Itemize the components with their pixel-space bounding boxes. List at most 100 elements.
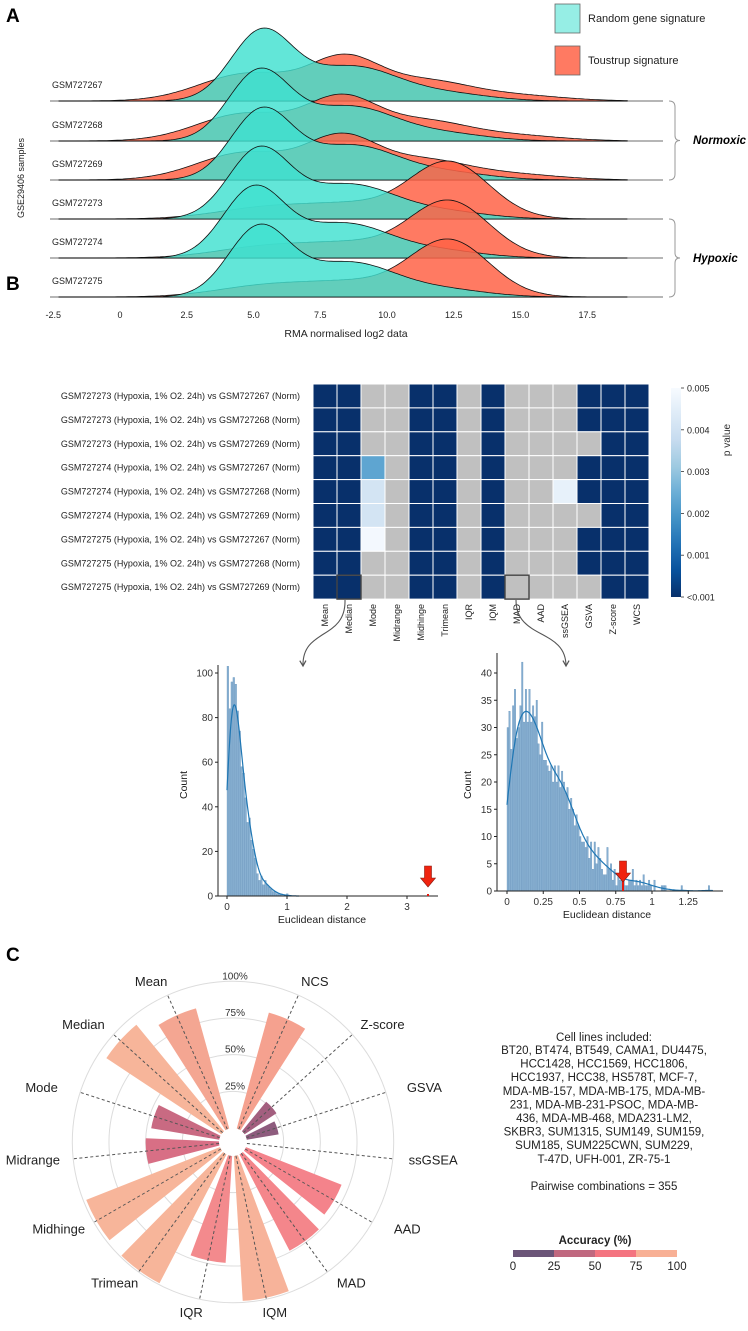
heatmap-cell (480, 383, 506, 409)
y-tick-label: 25 (481, 750, 493, 761)
heatmap-cell (456, 479, 482, 505)
legend-tick-label: 75 (630, 1261, 643, 1273)
histogram-bar (546, 765, 549, 892)
heatmap-column-label: Mode (368, 604, 378, 627)
histogram-bar (528, 689, 531, 892)
polar-bar-mode (151, 1104, 221, 1140)
histogram-bar (246, 822, 249, 897)
x-tick-label: 1 (649, 897, 655, 908)
category-label: Midrange (6, 1152, 60, 1167)
heatmap-cell (312, 550, 338, 576)
x-tick-label: 0 (224, 902, 230, 913)
polar-bar-z-score (241, 1101, 277, 1135)
histogram-bar (604, 874, 607, 892)
histogram-bar (626, 885, 629, 892)
heatmap-row-label: GSM727275 (Hypoxia, 1% O2. 24h) vs GSM72… (61, 558, 300, 568)
heatmap-column-label: IQM (488, 604, 498, 621)
heatmap-cell (624, 407, 650, 433)
x-tick-label: 0.25 (534, 897, 554, 908)
y-tick-label: 40 (481, 669, 493, 680)
histogram-bar (238, 730, 241, 897)
y-axis-title: Count (462, 771, 474, 799)
ridge-x-tick-label: 10.0 (378, 310, 396, 320)
legend-bin (554, 1250, 595, 1257)
histogram-bar (543, 760, 545, 892)
y-tick-label: 5 (486, 859, 492, 870)
histogram-bar (646, 885, 649, 892)
kde-curve (506, 710, 713, 892)
heatmap-cell (312, 455, 338, 481)
heatmap-cell (384, 455, 410, 481)
x-axis-title: Euclidean distance (278, 914, 366, 926)
histogram-bar (240, 766, 243, 897)
histogram-bar (515, 738, 518, 892)
heatmap-cell (336, 431, 362, 457)
colorbar-tick-label: 0.005 (687, 384, 710, 394)
histogram-bar (548, 770, 551, 892)
density-random-GSM727268 (58, 67, 628, 142)
cell-line-text: SUM185, SUM225CWN, SUM229, (515, 1140, 693, 1152)
histogram-bar (232, 677, 235, 897)
ridge-x-tick-label: 17.5 (578, 310, 596, 320)
histogram-bar (512, 705, 515, 892)
cell-line-text: T-47D, UFH-001, ZR-75-1 (538, 1154, 671, 1166)
heatmap-cell (504, 383, 530, 409)
histogram-bar (579, 836, 582, 892)
category-axis-line (240, 1153, 329, 1274)
category-axis-line (238, 993, 300, 1130)
category-label: Median (62, 1017, 105, 1032)
highlight-box-median (336, 574, 362, 600)
histogram-bar (615, 885, 618, 892)
panel-b-letter: B (6, 274, 20, 295)
histogram-bar (550, 765, 553, 892)
histogram-bar (640, 885, 643, 892)
heatmap-cell (552, 455, 578, 481)
histogram-bar (514, 689, 516, 892)
heatmap-cell (576, 574, 602, 600)
observed-value-arrow-icon (614, 860, 632, 883)
polar-bar-trimean (121, 1151, 227, 1284)
histogram-bar (597, 847, 600, 892)
heatmap-cell (336, 574, 362, 600)
histogram-bar (599, 858, 602, 892)
panel-c-letter: C (6, 945, 20, 966)
y-tick-label: 60 (202, 758, 214, 769)
histogram-bar (570, 798, 573, 892)
ridge-x-tick-label: 2.5 (180, 310, 193, 320)
histogram-bar (593, 841, 596, 892)
heatmap-column-label: MAD (512, 604, 522, 625)
heatmap-cell (528, 574, 554, 600)
colorbar-tick-label: 0.001 (687, 551, 710, 561)
heatmap-cell (552, 407, 578, 433)
heatmap-cell (576, 479, 602, 505)
density-random-GSM727274 (58, 184, 628, 259)
category-label: MAD (337, 1276, 366, 1291)
y-axis-title: Count (178, 771, 190, 799)
group-label-hypoxic: Hypoxic (693, 253, 738, 265)
histogram-bar (564, 792, 567, 892)
heatmap-column-label: WCS (632, 604, 642, 625)
histogram-bar (250, 840, 253, 897)
radial-tick-label: 100% (222, 971, 248, 982)
histogram-bar (630, 879, 632, 892)
heatmap-cell (600, 455, 626, 481)
heatmap-cell (504, 526, 530, 552)
histogram-bar (539, 754, 542, 892)
heatmap-cell (480, 431, 506, 457)
heatmap-row-label: GSM727274 (Hypoxia, 1% O2. 24h) vs GSM72… (61, 487, 300, 497)
histogram-bar (236, 710, 239, 897)
heatmap-column-label: GSVA (584, 604, 594, 628)
histogram-median: 0 20 40 60 80 100 0 1 2 3 Euclidean distance Count (178, 665, 438, 926)
colorbar-tick-label: <0.001 (687, 593, 715, 603)
heatmap-cell (624, 526, 650, 552)
heatmap-cell (480, 574, 506, 600)
cell-line-text: SKBR3, SUM1315, SUM149, SUM159, (504, 1127, 705, 1139)
histogram-bar (588, 858, 591, 892)
histogram-bar (602, 874, 605, 892)
histogram-bar (508, 711, 511, 892)
histogram-bar (624, 885, 627, 892)
legend-tick-label: 25 (548, 1261, 561, 1273)
density-random-GSM727273 (58, 145, 628, 220)
histogram-bar (572, 809, 574, 892)
heatmap-cell (432, 407, 458, 433)
